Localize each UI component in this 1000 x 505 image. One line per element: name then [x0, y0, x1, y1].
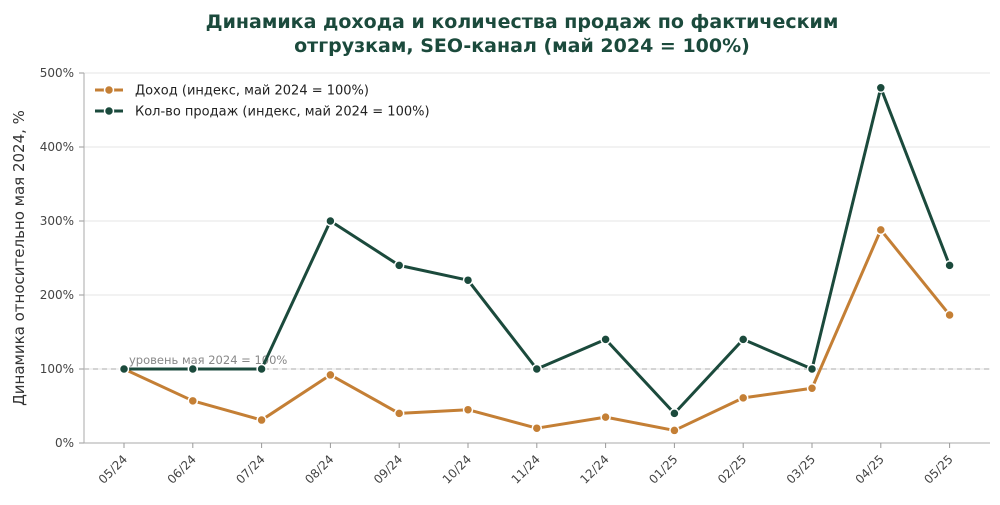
series-1-point: [875, 82, 887, 94]
series-1-point: [806, 363, 818, 375]
series-0-point: [600, 411, 611, 423]
legend-label: Кол-во продаж (индекс, май 2024 = 100%): [135, 105, 430, 120]
series-0-point: [944, 309, 955, 321]
x-tick-label: 04/25: [853, 452, 887, 486]
x-tick-label: 12/24: [577, 452, 611, 486]
series-layer: [118, 82, 955, 436]
series-0-point: [737, 392, 749, 404]
series-1-point: [118, 363, 130, 375]
y-tick-label: 400%: [40, 140, 74, 154]
series-1-point: [531, 363, 543, 375]
legend-label: Доход (индекс, май 2024 = 100%): [135, 84, 369, 99]
series-1-point: [187, 363, 199, 375]
y-tick-label: 500%: [40, 66, 74, 80]
series-0-point: [531, 422, 543, 434]
series-1-point: [256, 363, 267, 375]
series-1-point: [325, 215, 336, 227]
chart-title-line-2: отгрузкам, SEO-канал (май 2024 = 100%): [294, 35, 750, 57]
series-0-point: [325, 369, 336, 381]
grid-layer: [84, 72, 990, 444]
y-tick-label: 100%: [40, 362, 74, 376]
x-tick-label: 11/24: [509, 452, 543, 486]
series-1-point: [669, 408, 680, 419]
x-tick-label: 07/24: [233, 452, 267, 486]
y-axis-label: Динамика относительно мая 2024, %: [10, 110, 28, 406]
y-tick-label: 200%: [40, 288, 74, 302]
legend-swatch-marker: [103, 105, 115, 117]
series-0-point: [669, 425, 680, 436]
series-0-point: [187, 395, 199, 407]
series-1-point: [737, 334, 749, 345]
x-tick-label: 05/24: [96, 452, 130, 486]
x-tick-label: 10/24: [440, 452, 474, 486]
reference-line-label: уровень мая 2024 = 100%: [129, 353, 287, 367]
x-tick-label: 08/24: [302, 452, 336, 486]
series-1-point: [462, 274, 474, 286]
series-line-0: [122, 228, 952, 432]
x-tick-label: 03/25: [784, 452, 818, 486]
series-0-point: [806, 382, 818, 394]
text-layer: Динамика дохода и количества продаж по ф…: [10, 11, 838, 406]
legend-swatch-marker: [103, 84, 115, 96]
series-1-point: [944, 260, 955, 271]
x-tick-label: 01/25: [646, 452, 680, 486]
series-0-point: [462, 404, 474, 415]
series-0-point: [393, 408, 405, 419]
series-1-point: [600, 334, 611, 345]
y-tick-label: 300%: [40, 214, 74, 228]
legend: Доход (индекс, май 2024 = 100%) Кол-во пр…: [95, 84, 430, 120]
chart-title-line-1: Динамика дохода и количества продаж по ф…: [206, 11, 839, 33]
series-0-point: [875, 224, 887, 236]
x-tick-label: 02/25: [715, 452, 749, 486]
series-1-point: [393, 260, 405, 271]
x-tick-label: 09/24: [371, 452, 405, 486]
series-0-point: [256, 414, 267, 426]
x-tick-label: 06/24: [165, 452, 199, 486]
y-tick-label: 0%: [55, 436, 74, 450]
x-tick-label: 05/25: [921, 452, 955, 486]
